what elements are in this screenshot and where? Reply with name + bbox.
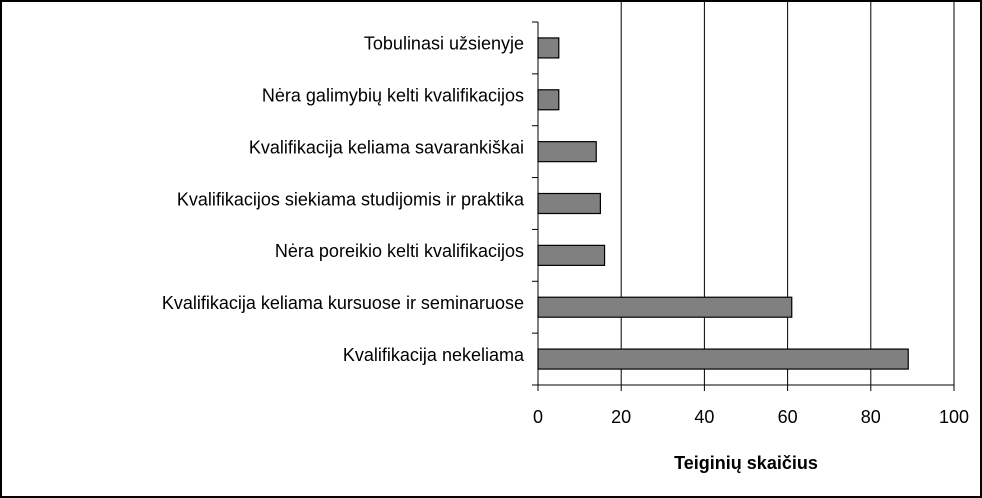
bar	[537, 348, 909, 370]
y-tick-label: Kvalifikacijos siekiama studijomis ir pr…	[177, 189, 525, 209]
x-tick-label: 40	[694, 407, 714, 427]
y-tick-label: Nėra poreikio kelti kvalifikacijos	[275, 241, 524, 261]
x-axis-label: Teiginių skaičius	[674, 453, 818, 473]
y-tick-label: Kvalifikacija keliama kursuose ir semina…	[162, 293, 524, 313]
x-tick-label: 60	[778, 407, 798, 427]
bar	[537, 37, 560, 59]
bar	[537, 141, 597, 163]
bar	[537, 296, 793, 318]
y-tick-label: Kvalifikacija nekeliama	[343, 345, 525, 365]
bar	[537, 89, 560, 111]
x-tick-label: 80	[861, 407, 881, 427]
y-tick-label: Tobulinasi užsienyje	[364, 34, 524, 54]
x-tick-label: 0	[533, 407, 543, 427]
bar	[537, 244, 606, 266]
y-tick-label: Nėra galimybių kelti kvalifikacijos	[262, 86, 524, 106]
y-tick-label: Kvalifikacija keliama savarankiškai	[249, 137, 524, 157]
x-tick-label: 20	[611, 407, 631, 427]
bar	[537, 192, 602, 215]
x-tick-label: 100	[939, 407, 969, 427]
